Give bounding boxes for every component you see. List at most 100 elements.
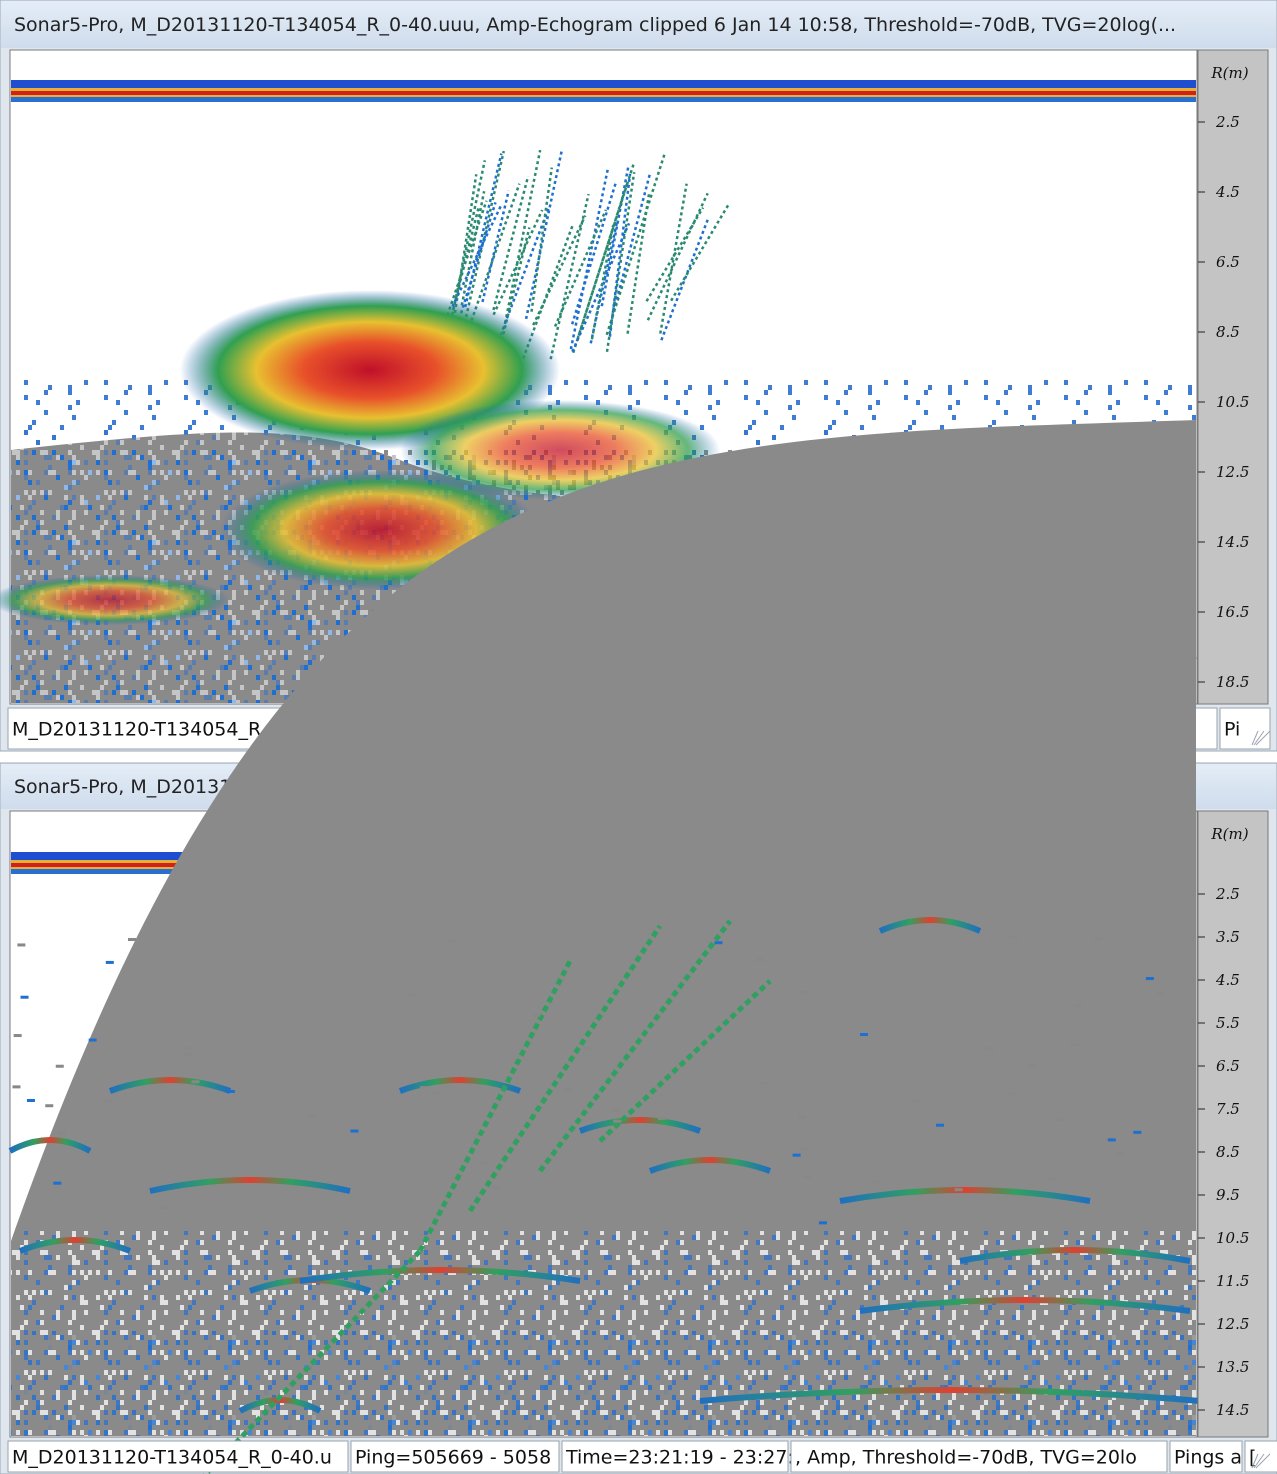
stray-echo: [804, 1175, 812, 1178]
stray-echo: [819, 1221, 827, 1224]
tick-label: 10.5: [1216, 1229, 1249, 1247]
surface-band: [11, 95, 1196, 97]
tick-label: 4.5: [1215, 183, 1240, 201]
stray-echo: [1146, 977, 1154, 980]
tick-label: 8.5: [1216, 1143, 1240, 1161]
stray-echo: [612, 1109, 620, 1112]
stray-echo: [104, 1100, 112, 1103]
stray-echo: [58, 1131, 66, 1134]
stray-echo: [1108, 1138, 1116, 1141]
stray-echo: [564, 1089, 572, 1092]
tick-label: 16.5: [1216, 603, 1249, 621]
bottom-gray: [11, 1331, 1196, 1436]
stray-echo: [1010, 935, 1018, 938]
tick-label: 2.5: [1215, 885, 1240, 903]
tick-label: 13.5: [1216, 1358, 1249, 1376]
stray-echo: [1007, 1092, 1015, 1095]
status-text: Time=23:21:19 - 23:27:: [565, 1447, 794, 1469]
tick-label: 10.5: [1216, 393, 1249, 411]
tick-label: 18.5: [1216, 673, 1249, 691]
stray-echo: [106, 961, 114, 964]
range-scale: [1198, 811, 1268, 1437]
stray-echo: [53, 1182, 61, 1185]
status-text: Pi: [1224, 719, 1240, 741]
stray-echo: [1133, 1131, 1141, 1134]
stray-echo: [420, 1086, 428, 1089]
stray-echo: [12, 1085, 20, 1088]
stray-echo: [128, 938, 136, 941]
tick-label: 5.5: [1216, 1014, 1240, 1032]
stray-echo: [955, 1188, 963, 1191]
stray-echo: [1094, 937, 1102, 940]
stray-echo: [793, 1154, 801, 1157]
tick-label: 12.5: [1216, 1315, 1249, 1333]
tick-label: 6.5: [1216, 1057, 1240, 1075]
stray-echo: [936, 1124, 944, 1127]
stray-echo: [532, 1014, 540, 1017]
stray-echo: [184, 1053, 192, 1056]
tick-label: 11.5: [1216, 1272, 1249, 1290]
tick-label: 14.5: [1216, 1401, 1249, 1419]
tick-label: 7.5: [1216, 1100, 1240, 1118]
stray-echo: [1056, 1118, 1064, 1121]
stray-echo: [1029, 1064, 1037, 1067]
stray-echo: [409, 993, 417, 996]
stray-echo: [872, 1180, 880, 1183]
tick-label: 12.5: [1216, 463, 1249, 481]
stray-echo: [1157, 992, 1165, 995]
stray-echo: [21, 996, 29, 999]
stray-echo: [89, 1039, 97, 1042]
surface-band: [11, 88, 1196, 91]
stray-echo: [1116, 1152, 1124, 1155]
stray-echo: [227, 1090, 235, 1093]
surface-band: [11, 91, 1196, 95]
stray-echo: [801, 991, 809, 994]
stray-echo: [45, 1104, 53, 1107]
stray-echo: [584, 1047, 592, 1050]
stray-echo: [800, 1148, 808, 1151]
tick-label: 6.5: [1216, 253, 1240, 271]
status-text: M_D20131120-T134054_R_0-40.u: [12, 1447, 332, 1469]
status-text: , Amp, Threshold=-70dB, TVG=20lo: [795, 1447, 1137, 1469]
stray-echo: [761, 1082, 769, 1085]
axis-label: R(m): [1210, 64, 1248, 82]
status-text: Ping=505669 - 5058: [355, 1447, 551, 1469]
window-title: Sonar5-Pro, M_D20131120-T134054_R_0-40.u…: [14, 14, 1176, 36]
stray-echo: [1047, 1177, 1055, 1180]
stray-echo: [658, 1117, 666, 1120]
stray-echo: [986, 1047, 994, 1050]
stray-echo: [308, 1115, 316, 1118]
stray-echo: [714, 941, 722, 944]
axis-label: R(m): [1210, 825, 1248, 843]
stray-echo: [480, 1162, 488, 1165]
tick-label: 9.5: [1216, 1186, 1240, 1204]
surface-band: [11, 97, 1196, 102]
stray-echo: [192, 1080, 200, 1083]
stray-echo: [14, 1034, 22, 1037]
stray-echo: [432, 1092, 440, 1095]
stray-echo: [1070, 1043, 1078, 1046]
tick-label: 8.5: [1216, 323, 1240, 341]
tick-label: 2.5: [1215, 113, 1240, 131]
screen: Sonar5-Pro, M_D20131120-T134054_R_0-40.u…: [0, 0, 1277, 1474]
stray-echo: [911, 1100, 919, 1103]
fish-school: [0, 575, 230, 625]
stray-echo: [27, 1099, 35, 1102]
stray-echo: [182, 1047, 190, 1050]
stray-echo: [491, 1186, 499, 1189]
tick-label: 3.5: [1216, 928, 1240, 946]
surface-band: [11, 80, 1196, 88]
stray-echo: [1073, 1004, 1081, 1007]
tick-label: 4.5: [1215, 971, 1240, 989]
stray-echo: [17, 943, 25, 946]
stray-echo: [159, 1206, 167, 1209]
stray-echo: [447, 940, 455, 943]
stray-echo: [860, 1033, 868, 1036]
tick-label: 14.5: [1216, 533, 1249, 551]
stray-echo: [56, 1065, 64, 1068]
stray-echo: [350, 1130, 358, 1133]
stray-echo: [798, 1116, 806, 1119]
stray-echo: [613, 1120, 621, 1123]
status-text: Pings a: [1174, 1447, 1242, 1469]
stray-echo: [756, 958, 764, 961]
